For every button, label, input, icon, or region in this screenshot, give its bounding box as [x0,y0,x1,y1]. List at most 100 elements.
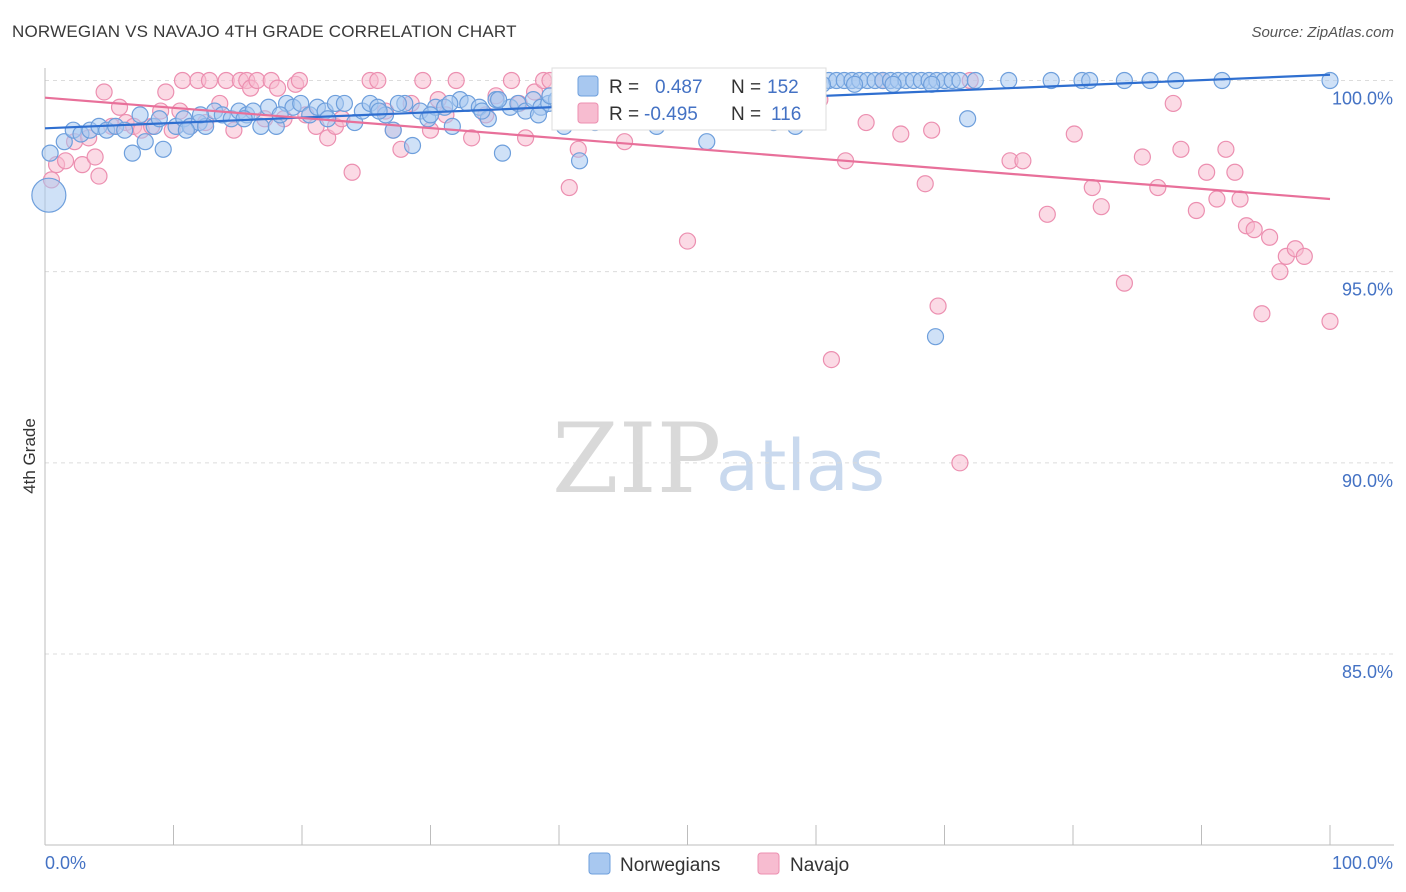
navajo-point [560,178,578,197]
norwegian-point [403,136,422,155]
navajo-point [1208,190,1226,208]
navajo-point [502,71,521,90]
navajo-point [1295,247,1313,265]
norwegian-point [443,117,461,135]
norwegian-point [570,152,589,170]
navajo-point [1187,201,1205,220]
navajo-point [916,175,934,193]
norwegian-point [421,106,440,124]
norwegian-point [923,75,941,93]
norwegian-point [335,94,354,113]
norwegian-point [1141,71,1159,90]
legend-swatch-norwegians [577,75,599,97]
norwegian-point [926,328,945,346]
navajo-point [95,83,113,101]
navajo-point [857,113,875,132]
watermark-zip: ZIP [552,403,721,515]
navajo-point [1115,274,1134,292]
navajo-point [56,152,75,170]
norwegian-point [292,94,310,113]
navajo-point [1271,263,1289,281]
navajo-point [1038,205,1056,223]
series-legend-norwegians: Norwegians [620,855,720,876]
navajo-point [1245,221,1263,239]
legend-r-value-norwegians: 0.487 [655,77,703,98]
series-legend-swatch-navajo [757,852,780,875]
norwegian-point [951,71,969,90]
source-credit: Source: ZipAtlas.com [1251,24,1394,41]
legend-r-value-navajo: -0.495 [644,104,698,125]
legend-r-label-norwegians: R = [609,77,639,98]
navajo-point [1226,163,1244,181]
norwegian-point [529,106,548,124]
navajo-point [343,163,361,181]
x-tick-label: 100.0% [1332,853,1393,873]
norwegian-point [884,75,902,93]
navajo-point [463,129,481,147]
navajo-point [1092,198,1110,216]
navajo-point [1217,140,1235,158]
navajo-point [173,71,192,90]
norwegian-point [441,94,459,113]
y-axis-label: 4th Grade [20,418,39,494]
grid-lines [45,80,1394,655]
norwegian-point [698,133,716,151]
y-tick-label: 95.0% [1342,280,1393,300]
norwegian-point [55,133,73,151]
navajo-point [157,83,175,101]
x-tick-label: 0.0% [45,853,86,873]
navajo-point [1198,163,1216,181]
navajo-point [369,71,387,90]
y-tick-label: 100.0% [1332,89,1393,109]
navajo-point [110,98,129,116]
navajo-point [1253,305,1271,323]
legend-r-label-navajo: R = [609,104,639,125]
navajo-point [86,148,104,166]
navajo-point [1321,312,1339,330]
navajo-point [90,167,108,185]
navajo-point [1014,152,1032,170]
navajo-point [1172,140,1190,158]
norwegian-point [177,121,195,139]
norwegian-point [845,75,864,93]
navajo-point [200,71,219,90]
norwegian-point [1000,71,1018,90]
norwegian-point [31,177,67,213]
navajo-point [1149,178,1167,197]
navajo-point [615,133,634,151]
navajo-point [892,125,910,143]
norwegian-point [370,102,388,120]
series-legend-navajo: Navajo [790,855,849,876]
norwegian-point [389,94,407,113]
navajo-point [73,156,91,174]
norwegian-point [966,71,984,90]
navajo-point [822,351,841,369]
navajo-point [1261,228,1279,246]
series-legend: Norwegians Navajo [588,852,849,876]
y-tick-label: 90.0% [1342,471,1393,491]
navajo-point [951,454,969,472]
legend-swatch-navajo [577,102,599,124]
norwegian-point [493,144,512,162]
navajo-point [929,297,947,315]
norwegian-point [490,91,508,109]
navajo-point [268,79,287,97]
navajo-point [1083,178,1101,197]
norwegian-point [123,144,141,162]
navajo-point [1065,125,1083,143]
navajo-point [414,71,432,90]
norwegian-point [136,133,154,151]
correlation-legend: R = 0.487 N = 152 R = -0.495 N = 116 [551,67,827,131]
legend-n-value-navajo: 116 [771,104,801,125]
legend-n-value-norwegians: 152 [767,77,799,98]
chart-title: NORWEGIAN VS NAVAJO 4TH GRADE CORRELATIO… [12,22,517,41]
norwegian-point [154,140,172,158]
navajo-trend-line [44,96,1331,201]
series-legend-swatch-norwegians [588,852,611,875]
navajo-point [1164,94,1182,113]
legend-n-label-navajo: N = [731,104,761,125]
navajo-point [678,232,697,250]
navajo-point [923,121,941,139]
navajo-point [1133,148,1151,166]
norwegian-point [252,117,270,135]
